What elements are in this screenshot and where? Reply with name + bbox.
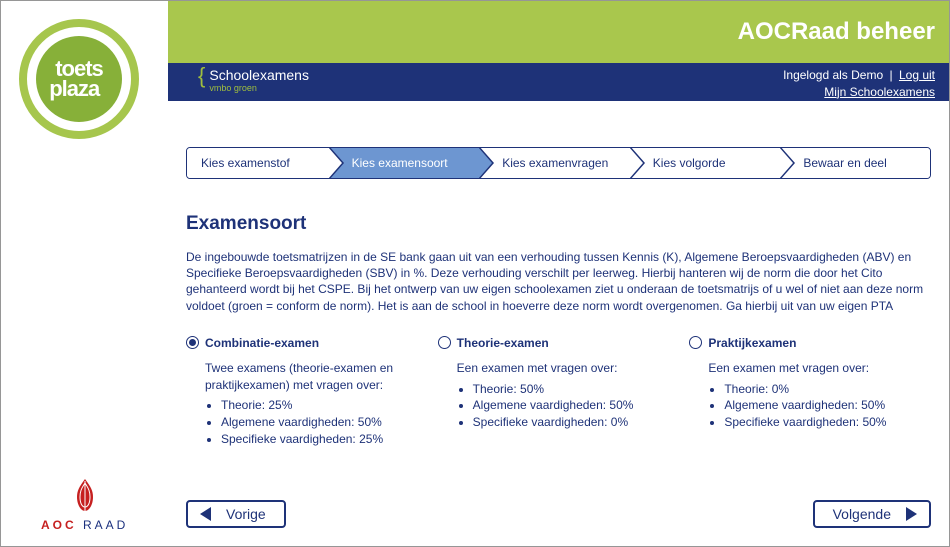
next-label: Volgende <box>833 506 891 522</box>
bracket-icon: { <box>198 65 205 87</box>
intro-text: De ingebouwde toetsmatrijzen in de SE ba… <box>186 249 931 314</box>
step-3[interactable]: Kies volgorde <box>629 148 780 178</box>
option-header[interactable]: Combinatie-examen <box>186 336 428 350</box>
option-bullets: Theorie: 25%Algemene vaardigheden: 50%Sp… <box>205 397 428 447</box>
step-2[interactable]: Kies examenvragen <box>478 148 629 178</box>
option-combi: Combinatie-examen Twee examens (theorie-e… <box>186 336 428 448</box>
radio-theorie[interactable] <box>438 336 451 349</box>
step-label: Kies examenstof <box>201 156 290 170</box>
option-header[interactable]: Praktijkexamen <box>689 336 931 350</box>
option-title: Theorie-examen <box>457 336 549 350</box>
nav-buttons: Vorige Volgende <box>186 500 931 528</box>
user-info: Ingelogd als Demo | Log uit Mijn Schoole… <box>783 67 935 101</box>
sidebar: toets plaza AOC RAAD <box>1 1 168 546</box>
bullet-item: Specifieke vaardigheden: 25% <box>221 431 428 448</box>
exam-type-options: Combinatie-examen Twee examens (theorie-e… <box>186 336 931 448</box>
bullet-item: Theorie: 50% <box>473 381 680 398</box>
option-header[interactable]: Theorie-examen <box>438 336 680 350</box>
triangle-left-icon <box>200 507 212 521</box>
flame-icon <box>67 477 103 513</box>
brand: { Schoolexamens vmbo groen <box>198 67 309 93</box>
logo-line2: plaza <box>49 79 103 99</box>
my-schoolexams-link[interactable]: Mijn Schoolexamens <box>824 85 935 99</box>
logged-in-prefix: Ingelogd als <box>783 68 848 82</box>
bottom-logo-blue: RAAD <box>77 518 129 532</box>
bullet-item: Theorie: 0% <box>724 381 931 398</box>
option-title: Combinatie-examen <box>205 336 319 350</box>
option-bullets: Theorie: 50%Algemene vaardigheden: 50%Sp… <box>457 381 680 431</box>
bullet-item: Specifieke vaardigheden: 0% <box>473 414 680 431</box>
step-label: Kies examenvragen <box>502 156 608 170</box>
option-desc: Een examen met vragen over: Theorie: 0%Al… <box>689 360 931 431</box>
header-blue: { Schoolexamens vmbo groen Ingelogd als … <box>168 63 949 101</box>
option-title: Praktijkexamen <box>708 336 796 350</box>
brand-line2: vmbo groen <box>209 83 309 93</box>
main-area: AOCRaad beheer { Schoolexamens vmbo groe… <box>168 1 949 546</box>
option-desc-intro: Een examen met vragen over: <box>708 360 931 377</box>
header-green: AOCRaad beheer <box>168 1 949 63</box>
bullet-item: Specifieke vaardigheden: 50% <box>724 414 931 431</box>
option-bullets: Theorie: 0%Algemene vaardigheden: 50%Spe… <box>708 381 931 431</box>
radio-combi[interactable] <box>186 336 199 349</box>
bullet-item: Algemene vaardigheden: 50% <box>724 397 931 414</box>
brand-line1: Schoolexamens <box>209 67 309 83</box>
wizard-stepper: Kies examenstof Kies examensoort Kies exam… <box>186 147 931 179</box>
step-label: Kies volgorde <box>653 156 726 170</box>
step-0[interactable]: Kies examenstof <box>187 148 328 178</box>
page-title: AOCRaad beheer <box>738 18 935 46</box>
step-1[interactable]: Kies examensoort <box>328 148 479 178</box>
prev-button[interactable]: Vorige <box>186 500 286 528</box>
logged-in-user: Demo <box>851 68 883 82</box>
triangle-right-icon <box>905 507 917 521</box>
prev-label: Vorige <box>226 506 266 522</box>
logout-link[interactable]: Log uit <box>899 68 935 82</box>
bullet-item: Algemene vaardigheden: 50% <box>221 414 428 431</box>
option-desc-intro: Twee examens (theorie-examen en praktijk… <box>205 360 428 394</box>
bullet-item: Algemene vaardigheden: 50% <box>473 397 680 414</box>
content: Kies examenstof Kies examensoort Kies exam… <box>168 101 949 546</box>
radio-praktijk[interactable] <box>689 336 702 349</box>
step-4[interactable]: Bewaar en deel <box>779 148 930 178</box>
step-label: Kies examensoort <box>352 156 448 170</box>
next-button[interactable]: Volgende <box>813 500 931 528</box>
aoc-raad-logo: AOC RAAD <box>41 477 128 532</box>
option-desc: Een examen met vragen over: Theorie: 50%A… <box>438 360 680 431</box>
step-label: Bewaar en deel <box>803 156 886 170</box>
bottom-logo-red: AOC <box>41 518 77 532</box>
option-praktijk: Praktijkexamen Een examen met vragen over… <box>689 336 931 448</box>
option-desc-intro: Een examen met vragen over: <box>457 360 680 377</box>
toetsplaza-logo: toets plaza <box>19 19 139 139</box>
option-desc: Twee examens (theorie-examen en praktijk… <box>186 360 428 448</box>
app-window: toets plaza AOC RAAD AOCRaad beheer { <box>0 0 950 547</box>
bullet-item: Theorie: 25% <box>221 397 428 414</box>
option-theorie: Theorie-examen Een examen met vragen over… <box>438 336 680 448</box>
section-heading: Examensoort <box>186 213 931 235</box>
